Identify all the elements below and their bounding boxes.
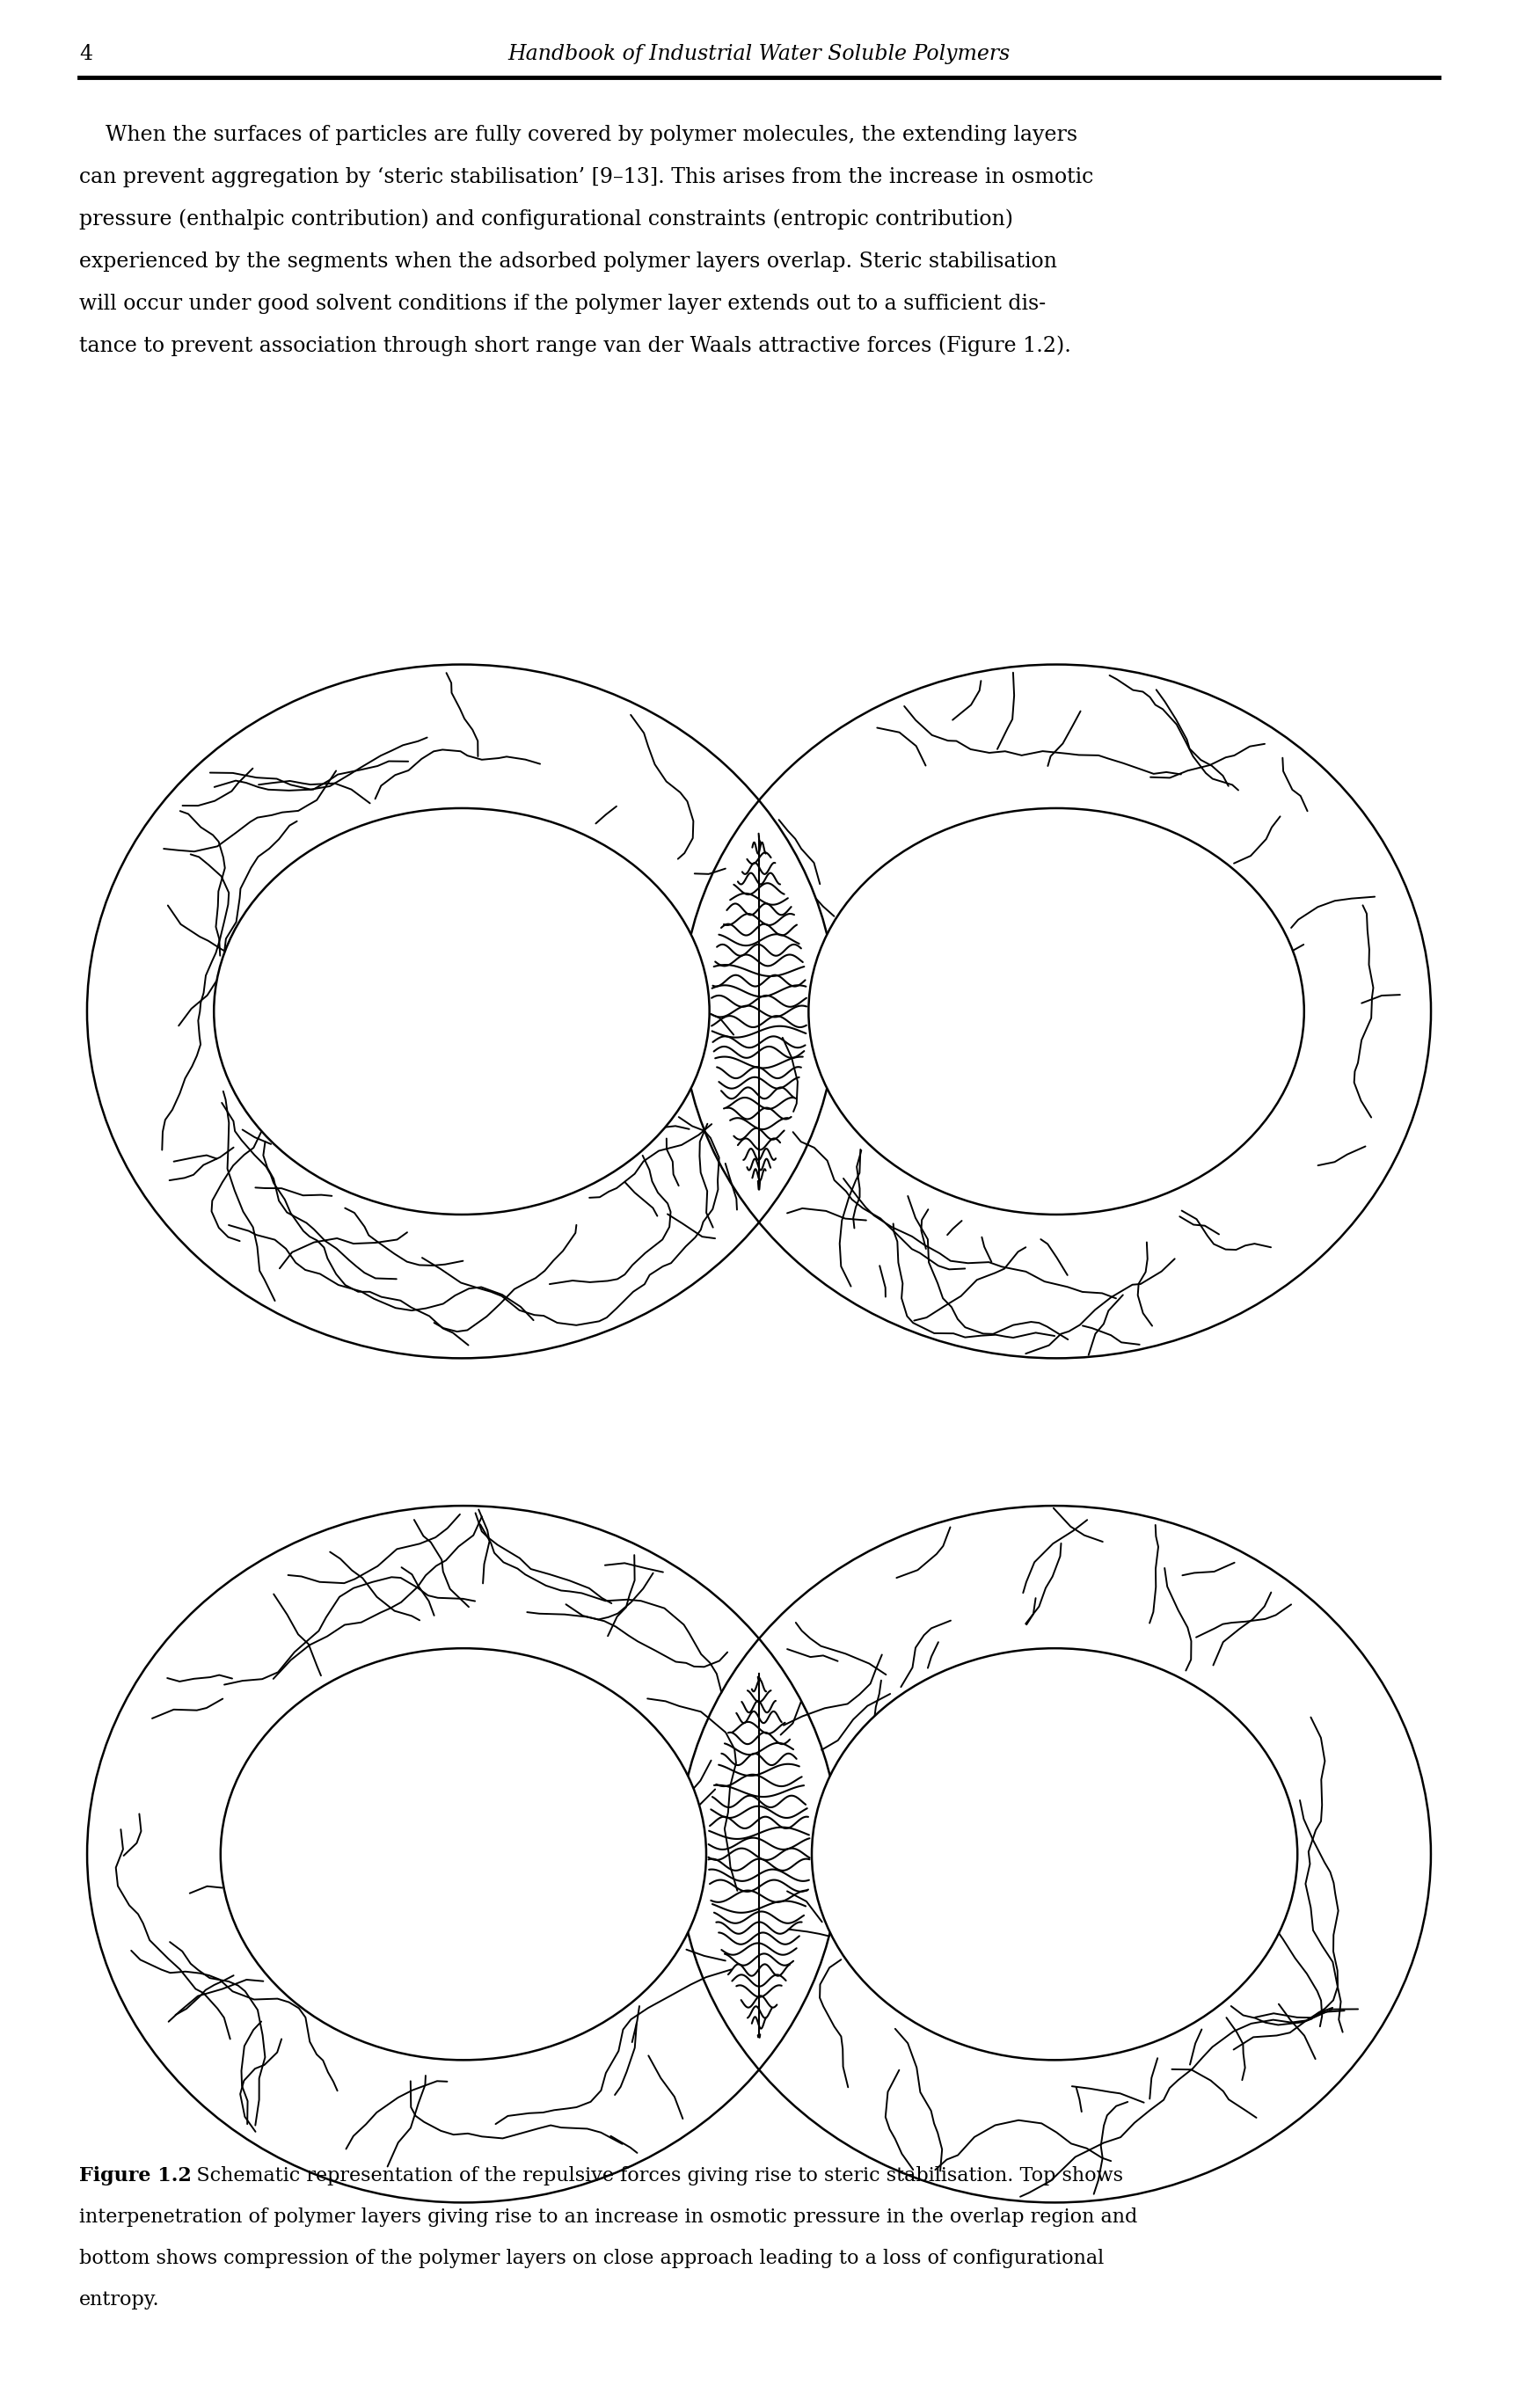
Ellipse shape (220, 1649, 706, 2059)
Ellipse shape (809, 809, 1304, 1214)
Text: can prevent aggregation by ‘steric stabilisation’ [9–13]. This arises from the i: can prevent aggregation by ‘steric stabi… (79, 166, 1093, 188)
Text: pressure (enthalpic contribution) and configurational constraints (entropic cont: pressure (enthalpic contribution) and co… (79, 209, 1013, 229)
Text: Figure 1.2: Figure 1.2 (79, 2167, 191, 2186)
Text: tance to prevent association through short range van der Waals attractive forces: tance to prevent association through sho… (79, 335, 1072, 356)
Text: bottom shows compression of the polymer layers on close approach leading to a lo: bottom shows compression of the polymer … (79, 2249, 1104, 2268)
Ellipse shape (812, 1649, 1298, 2059)
Text: Schematic representation of the repulsive forces giving rise to steric stabilisa: Schematic representation of the repulsiv… (178, 2167, 1123, 2186)
Text: entropy.: entropy. (79, 2290, 159, 2309)
Text: When the surfaces of particles are fully covered by polymer molecules, the exten: When the surfaces of particles are fully… (79, 125, 1078, 144)
Text: experienced by the segments when the adsorbed polymer layers overlap. Steric sta: experienced by the segments when the ads… (79, 250, 1057, 272)
Text: 4: 4 (79, 43, 93, 65)
Text: will occur under good solvent conditions if the polymer layer extends out to a s: will occur under good solvent conditions… (79, 294, 1046, 313)
Ellipse shape (214, 809, 709, 1214)
Text: Handbook of Industrial Water Soluble Polymers: Handbook of Industrial Water Soluble Pol… (509, 43, 1009, 65)
Text: interpenetration of polymer layers giving rise to an increase in osmotic pressur: interpenetration of polymer layers givin… (79, 2208, 1137, 2227)
